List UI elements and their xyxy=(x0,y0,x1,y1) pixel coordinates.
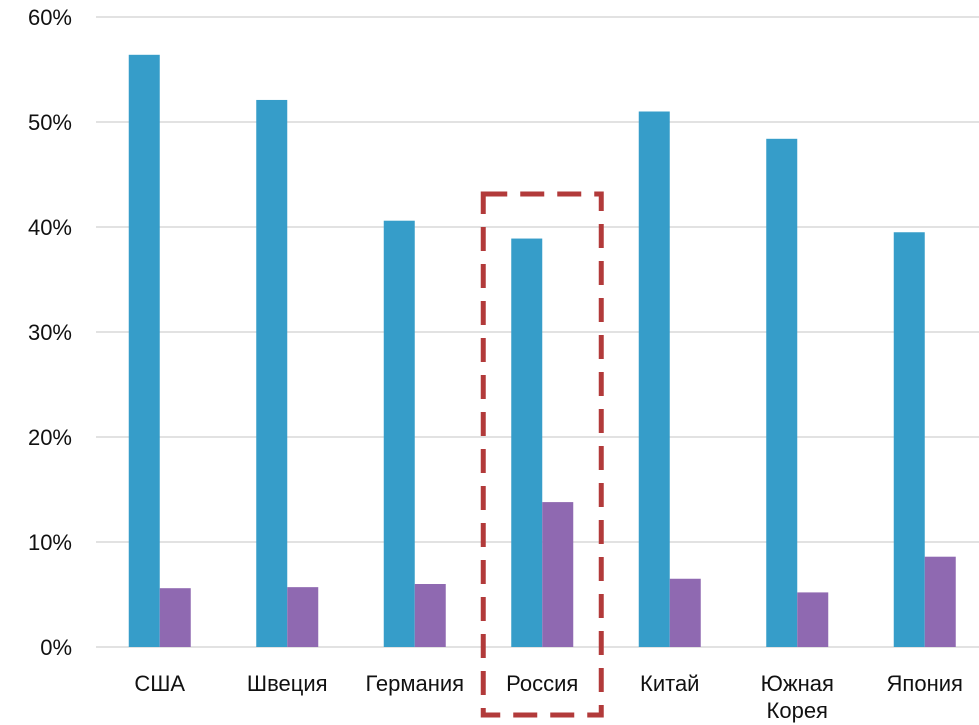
y-tick-label-2: 20% xyxy=(28,425,72,450)
bar-s2-5 xyxy=(797,592,829,647)
bar-s1-6 xyxy=(893,232,925,647)
y-tick-label-5: 50% xyxy=(28,110,72,135)
bar-s1-5 xyxy=(766,138,798,648)
bar-s2-0 xyxy=(159,588,191,647)
bar-s1-0 xyxy=(128,54,160,648)
bar-s2-3 xyxy=(542,502,574,647)
x-category-label-4: Китай xyxy=(640,671,699,696)
x-category-label-0: США xyxy=(134,671,185,696)
bar-s2-2 xyxy=(414,584,446,647)
bar-s2-4 xyxy=(669,578,701,647)
y-tick-label-0: 0% xyxy=(40,635,72,660)
y-tick-label-6: 60% xyxy=(28,5,72,30)
bar-s1-2 xyxy=(383,220,415,647)
x-category-label-6: Япония xyxy=(887,671,963,696)
highlight-layer xyxy=(480,191,604,718)
bar-s2-1 xyxy=(287,587,319,647)
bar-layer xyxy=(128,54,956,648)
x-category-label-5-line-1: Корея xyxy=(767,698,828,723)
y-axis-tick-labels: 0% 10% 20% 30% 40% 50% 60% xyxy=(28,5,72,660)
highlight-dashed-box xyxy=(480,191,604,718)
x-category-label-3: Россия xyxy=(506,671,578,696)
y-tick-label-1: 10% xyxy=(28,530,72,555)
bar-s1-4 xyxy=(638,111,670,647)
y-tick-label-3: 30% xyxy=(28,320,72,345)
x-category-label-5-line-0: Южная xyxy=(761,671,834,696)
bar-s1-3 xyxy=(511,238,543,648)
y-tick-label-4: 40% xyxy=(28,215,72,240)
x-category-label-1: Швеция xyxy=(247,671,328,696)
bar-s2-6 xyxy=(924,556,956,647)
x-category-label-2: Германия xyxy=(365,671,464,696)
bar-s1-1 xyxy=(256,99,288,647)
